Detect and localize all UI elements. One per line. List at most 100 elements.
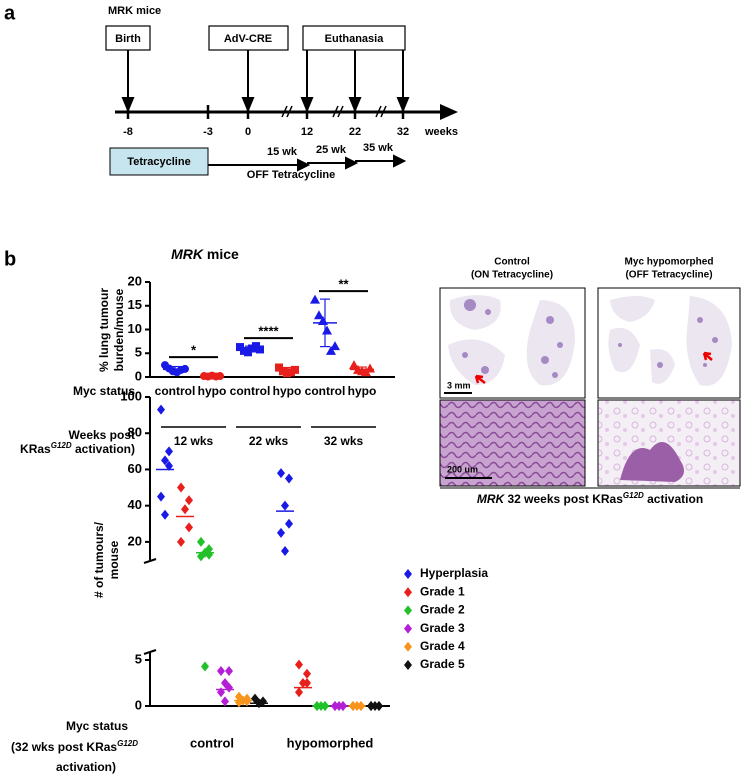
image-subtitle: (OFF Tetracycline) bbox=[625, 270, 712, 281]
caption-part: MRK bbox=[477, 492, 506, 506]
x-tick-label: control bbox=[230, 384, 271, 398]
y-tick-label: 80 bbox=[128, 425, 142, 440]
event: AdV-CRE bbox=[224, 33, 272, 45]
y-tick-label: 15 bbox=[128, 297, 142, 312]
point bbox=[243, 696, 251, 707]
panel-label: b bbox=[4, 248, 16, 270]
group-label: 32 wks bbox=[324, 434, 364, 448]
point bbox=[326, 345, 336, 355]
event-arrows bbox=[121, 50, 410, 113]
legend-swatch bbox=[404, 623, 412, 634]
point bbox=[217, 666, 225, 677]
row-label-part: G12D bbox=[117, 739, 138, 748]
legend-swatch bbox=[404, 660, 412, 670]
row-label-part: activation) bbox=[72, 442, 135, 456]
point bbox=[291, 365, 299, 374]
y-tick-label: 10 bbox=[128, 321, 142, 336]
point bbox=[185, 522, 193, 533]
row-label-part: G12D bbox=[51, 441, 72, 450]
event-boxes bbox=[105, 25, 406, 51]
point bbox=[201, 661, 209, 672]
legend-swatch bbox=[404, 641, 412, 652]
x-tick-label: hypo bbox=[273, 384, 302, 398]
y-tick-label: 100 bbox=[120, 388, 142, 403]
off-period: 15 wk bbox=[267, 146, 298, 158]
y-axis-label: # of tumours/ bbox=[92, 521, 106, 598]
point bbox=[157, 491, 165, 502]
point bbox=[197, 551, 205, 562]
point bbox=[330, 341, 340, 351]
y-tick-label: 0 bbox=[135, 697, 142, 712]
point bbox=[310, 294, 320, 304]
point bbox=[157, 404, 165, 415]
x-tick-label: hypo bbox=[198, 384, 227, 398]
x-tick-label: control bbox=[305, 384, 346, 398]
y-tick-label: 0 bbox=[135, 368, 142, 383]
point bbox=[161, 509, 169, 520]
caption-part: activation bbox=[644, 492, 703, 506]
x-tick-label: hypo bbox=[348, 384, 377, 398]
legend-swatch bbox=[404, 605, 412, 616]
title-part: mice bbox=[203, 246, 239, 262]
point bbox=[349, 360, 359, 370]
row-label: Myc status bbox=[66, 719, 128, 733]
point bbox=[161, 455, 169, 466]
timeline-tick-label: 22 bbox=[349, 126, 361, 138]
image-title: Control bbox=[494, 257, 530, 268]
treatment-box bbox=[109, 147, 209, 176]
timeline-tick-label: -3 bbox=[203, 126, 213, 138]
title-part: MRK bbox=[171, 246, 204, 262]
y-axis-label: % lung tumour bbox=[97, 288, 111, 372]
y-tick-label: 40 bbox=[128, 497, 142, 512]
point bbox=[365, 363, 375, 373]
y-tick-label: 5 bbox=[135, 651, 142, 666]
point bbox=[295, 659, 303, 670]
point bbox=[277, 468, 285, 479]
point bbox=[303, 668, 311, 679]
off-arrows bbox=[208, 154, 407, 172]
axis-break bbox=[143, 558, 157, 564]
box bbox=[208, 25, 289, 51]
image-title: Myc hypomorphed bbox=[625, 257, 714, 268]
time-unit: weeks bbox=[424, 126, 458, 138]
row-label: (32 wks post KRasG12D bbox=[11, 739, 138, 754]
significance-label: * bbox=[191, 343, 197, 358]
group-label: hypomorphed bbox=[287, 735, 374, 750]
off-period: 35 wk bbox=[363, 142, 394, 154]
point bbox=[225, 666, 233, 677]
x-tick-label: control bbox=[155, 384, 196, 398]
legend-label: Grade 5 bbox=[420, 657, 465, 671]
lung-image bbox=[439, 287, 586, 487]
timeline bbox=[115, 104, 458, 120]
point bbox=[303, 678, 311, 688]
image-subtitle: (ON Tetracycline) bbox=[471, 270, 553, 281]
point bbox=[322, 325, 332, 335]
point bbox=[281, 500, 289, 511]
significance-label: ** bbox=[338, 277, 349, 292]
legend-label: Grade 3 bbox=[420, 621, 465, 635]
point bbox=[285, 473, 293, 484]
point bbox=[277, 527, 285, 538]
panel-label: a bbox=[4, 2, 16, 24]
timeline-tick-label: -8 bbox=[123, 126, 133, 138]
event: Birth bbox=[115, 33, 141, 45]
caption-part: 32 weeks post KRas bbox=[504, 492, 623, 506]
point bbox=[181, 504, 189, 515]
scale-bar-label: 3 mm bbox=[447, 380, 471, 390]
row-label: Myc status bbox=[73, 384, 135, 398]
point bbox=[285, 518, 293, 529]
timeline-title: MRK mice bbox=[108, 5, 161, 17]
row-label-part: (32 wks post KRas bbox=[11, 740, 117, 754]
caption-sup: G12D bbox=[623, 491, 644, 500]
row-label: Weeks post bbox=[69, 428, 135, 442]
point bbox=[314, 310, 324, 320]
y-tick-label: 20 bbox=[128, 273, 142, 288]
legend-swatch bbox=[404, 569, 412, 579]
point bbox=[177, 536, 185, 547]
group-label: 22 wks bbox=[249, 434, 289, 448]
timeline-tick-label: 0 bbox=[245, 126, 251, 138]
row-label-part: KRas bbox=[20, 442, 51, 456]
legend-label: Grade 4 bbox=[420, 639, 465, 653]
timeline-tick-label: 32 bbox=[397, 126, 409, 138]
